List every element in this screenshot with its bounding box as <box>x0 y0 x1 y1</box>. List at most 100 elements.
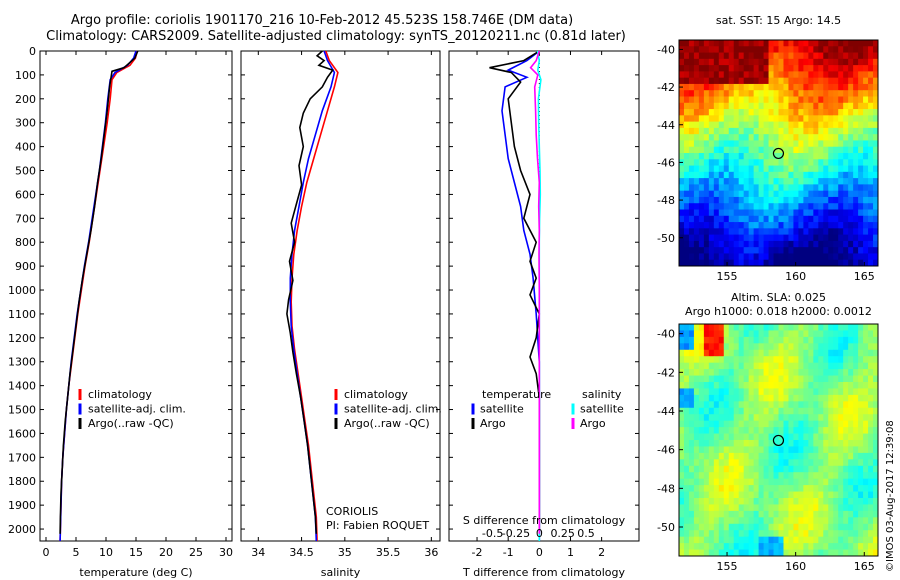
sst_map-cell <box>708 109 715 116</box>
sla_map-cell <box>843 382 849 389</box>
sst_map-cell <box>758 140 764 148</box>
difference-s-tick-label: 0 <box>536 527 543 540</box>
sst_map-cell <box>798 240 804 248</box>
sla_map-cell <box>723 336 730 344</box>
sla_map-cell <box>818 478 824 486</box>
sla_map-cell <box>763 414 769 422</box>
sst_map-cell <box>838 209 844 217</box>
sst_map-cell <box>743 228 750 236</box>
sla_map-cell <box>838 485 844 492</box>
sst_map-cell <box>853 77 859 85</box>
sst_map-cell <box>743 190 750 198</box>
sst_map-cell <box>818 222 824 229</box>
sla_map-cell <box>703 420 710 428</box>
sla_map-cell <box>798 427 804 434</box>
sla_map-cell <box>743 504 750 512</box>
sst_map-cell <box>768 215 774 223</box>
sla_map-cell <box>823 362 829 370</box>
sst_map-cell <box>713 203 720 210</box>
sla_map-cell <box>808 472 814 480</box>
sst_map-cell <box>773 215 779 223</box>
sst_map-cell <box>858 240 864 248</box>
difference-xtick-label: -1 <box>503 546 514 559</box>
sla_map-cell <box>743 330 750 338</box>
sst_map-cell <box>763 83 769 91</box>
sla_map-cell <box>783 407 789 415</box>
sla_map-cell <box>838 549 844 557</box>
sst_map-cell <box>728 165 735 173</box>
sst_map-cell <box>858 52 864 60</box>
sla_map-cell <box>808 356 814 364</box>
sla_map-cell <box>753 440 760 447</box>
sla_map-cell <box>713 465 720 473</box>
sla_map-cell <box>813 336 819 344</box>
sst_map-cell <box>768 165 774 173</box>
sla_map-cell <box>823 433 829 441</box>
sla_map-cell <box>798 356 804 364</box>
sst_map-cell <box>838 40 844 47</box>
sla_map-cell <box>733 517 740 525</box>
sla_map-cell <box>688 414 695 422</box>
sla_map-cell <box>833 440 839 447</box>
sst_map-cell <box>698 109 705 116</box>
sst_map-cell <box>863 171 869 179</box>
sla_map-cell <box>703 523 710 531</box>
sla_map-cell <box>728 517 735 525</box>
sla_map-cell <box>798 440 804 447</box>
sst_map-cell <box>738 203 745 210</box>
sla_map-cell <box>763 427 769 434</box>
sla_map-cell <box>713 343 720 351</box>
sst_map-cell <box>838 159 844 166</box>
sst_map-cell <box>843 165 849 173</box>
sst_map-cell <box>683 96 690 104</box>
sst_map-cell <box>728 247 735 254</box>
sst_map-cell <box>828 90 834 97</box>
sst_map-cell <box>828 71 834 79</box>
sla_map-cell <box>793 427 799 434</box>
sla_map-cell <box>753 375 760 383</box>
sst_map-cell <box>823 253 829 261</box>
sst_map-cell <box>818 196 824 204</box>
sst_map-cell <box>828 159 834 166</box>
sla_map-cell <box>743 382 750 389</box>
sst_map-cell <box>698 222 705 229</box>
sst_map-cell <box>768 46 774 53</box>
sla_map-cell <box>838 420 844 428</box>
sla_map-cell <box>793 485 799 492</box>
sla_map-cell <box>778 446 784 454</box>
sla_map-cell <box>718 394 725 402</box>
sst_map-cell <box>813 146 819 154</box>
sla_map-cell <box>863 356 869 364</box>
sst_map-cell <box>813 190 819 198</box>
sst_map-cell <box>743 115 750 123</box>
sla_map-cell <box>823 330 829 338</box>
sla_map-cell <box>808 523 814 531</box>
sst_map-cell <box>863 134 869 141</box>
sst_map-cell <box>683 253 690 261</box>
sla_map-cell <box>858 440 864 447</box>
sla_map-cell <box>788 407 794 415</box>
sst_map-cell <box>783 222 789 229</box>
sla_map-cell <box>753 336 760 344</box>
sla_map-cell <box>728 472 735 480</box>
sst_map-cell <box>768 71 774 79</box>
sst_map-cell <box>698 96 705 104</box>
sla_map-cell <box>728 491 735 499</box>
sst_map-cell <box>768 247 774 254</box>
sla_map-cell <box>778 504 784 512</box>
sla_map-cell <box>743 336 750 344</box>
sla_map-cell <box>823 414 829 422</box>
sst_map-cell <box>723 40 730 47</box>
sla_map-cell <box>873 452 879 460</box>
sla_map-cell <box>713 414 720 422</box>
sla_map-cell <box>798 543 804 550</box>
sst_map-cell <box>803 259 809 267</box>
sla_map-cell <box>693 452 700 460</box>
sst_map-cell <box>708 178 715 185</box>
sst_map-cell <box>708 146 715 154</box>
sla-map-title-line1: Altim. SLA: 0.025 <box>731 291 826 304</box>
sst_map-cell <box>688 234 695 242</box>
sst_map-cell <box>778 121 784 129</box>
sst_map-cell <box>703 228 710 236</box>
sst_map-cell <box>748 165 755 173</box>
